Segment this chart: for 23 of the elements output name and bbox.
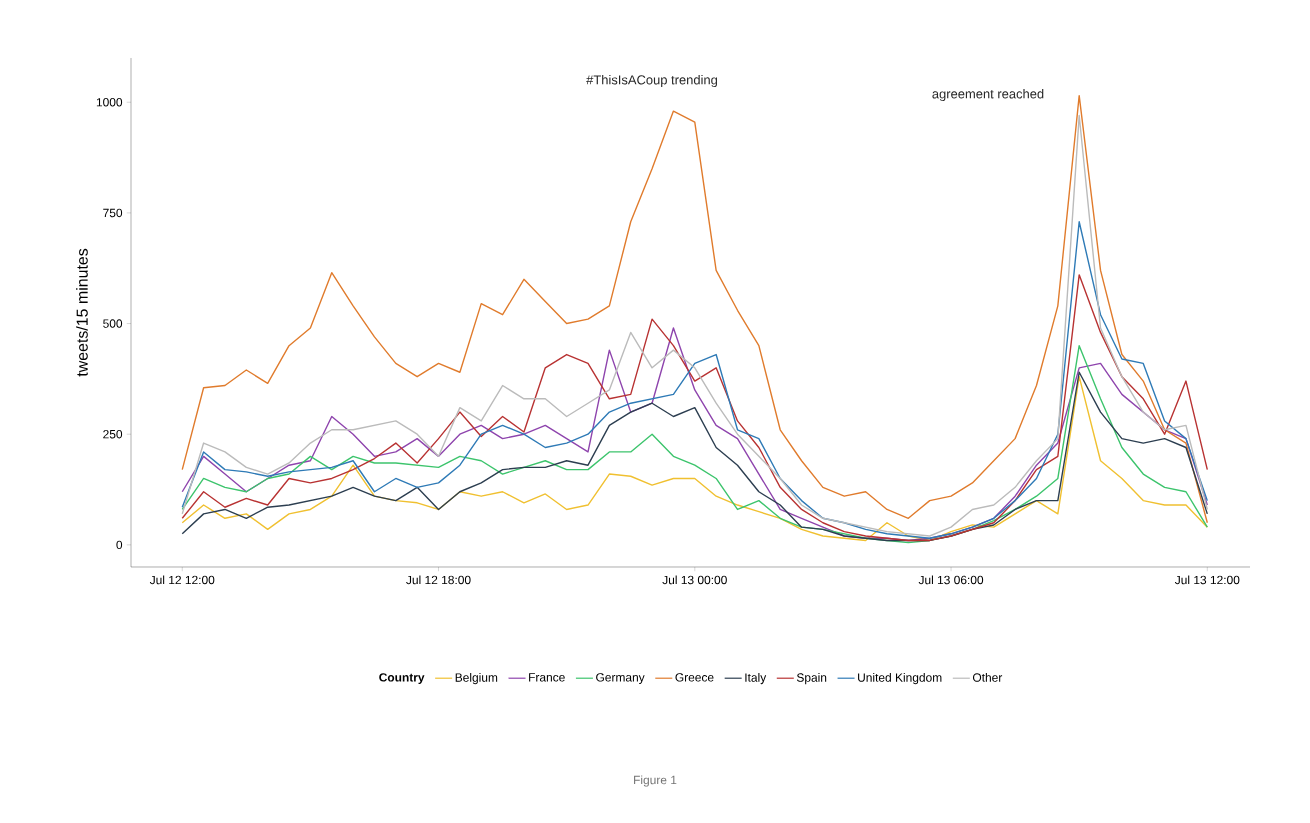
- legend-title: Country: [379, 673, 425, 684]
- x-tick-label: Jul 13 06:00: [918, 575, 984, 585]
- y-tick-label: 250: [103, 429, 123, 439]
- y-tick-label: 500: [103, 319, 123, 328]
- y-axis-title: tweets/15 minutes: [76, 248, 88, 377]
- legend-label: Belgium: [455, 672, 498, 685]
- annotation: agreement reached: [932, 88, 1044, 102]
- y-tick-label: 1000: [96, 98, 123, 107]
- legend-label: Germany: [596, 673, 645, 684]
- legend-label: Italy: [745, 672, 767, 685]
- legend-label: Greece: [675, 673, 714, 682]
- legend-label: United Kingdom: [858, 672, 942, 685]
- caption: Figure 1: [634, 775, 677, 787]
- x-tick-label: Jul 13 00:00: [662, 575, 727, 585]
- x-tick-label: Jul 12 18:00: [406, 575, 471, 585]
- x-tick-label: Jul 13 12:00: [1174, 575, 1240, 585]
- x-tick-label: Jul 12 12:00: [149, 575, 215, 585]
- legend-label: Other: [972, 672, 1003, 682]
- legend-label: Spain: [796, 672, 827, 685]
- legend-label: France: [529, 673, 565, 682]
- y-tick-label: 750: [103, 208, 123, 218]
- y-tick-label: 0: [116, 540, 123, 550]
- annotation: #ThisIsACoup trending: [586, 74, 718, 88]
